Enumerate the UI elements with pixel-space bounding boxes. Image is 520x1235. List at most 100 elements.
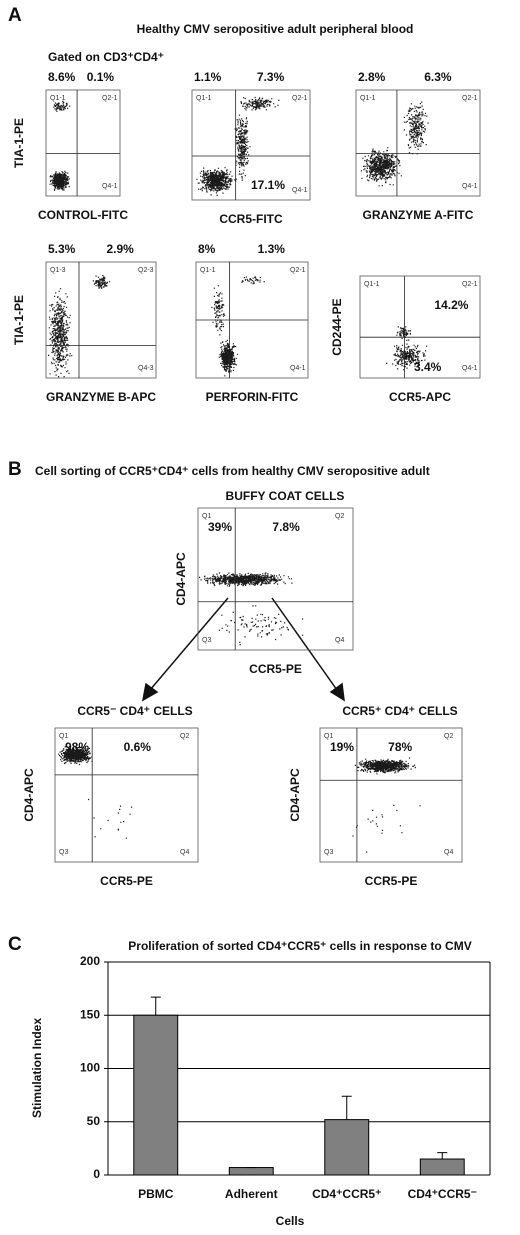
gate-label: Q1-3 — [50, 267, 66, 274]
quadrant-percentage: 8.6% — [48, 70, 76, 84]
y-axis-label: CD244-PE — [330, 298, 344, 355]
bar — [133, 1014, 179, 1176]
panel-label: A — [8, 5, 22, 26]
quadrant-percentage: 6.3% — [424, 70, 452, 84]
y-tick-label: 0 — [93, 1167, 100, 1181]
gate-label: Q4-3 — [138, 365, 154, 372]
gate-label: Q1-1 — [364, 281, 380, 288]
quadrant-percentage: 0.1% — [87, 70, 115, 84]
x-axis-label: PERFORIN-FITC — [206, 390, 299, 404]
x-axis-label: CCR5-PE — [100, 874, 153, 888]
event-dots — [49, 170, 70, 191]
panel-title: Cell sorting of CCR5⁺CD4⁺ cells from hea… — [35, 464, 430, 478]
gate-label: Q2-1 — [290, 267, 306, 274]
gate-label: Q1-1 — [200, 267, 216, 274]
gate-label: Q4-1 — [292, 187, 308, 194]
plot-title: BUFFY COAT CELLS — [226, 489, 345, 503]
quadrant-percentage: 14.2% — [434, 298, 468, 312]
gate-label: Q3 — [324, 849, 333, 856]
y-tick-label: 50 — [87, 1114, 101, 1128]
quadrant-percentage: 7.3% — [257, 70, 285, 84]
x-axis-label: GRANZYME A-FITC — [363, 208, 474, 222]
y-axis-label: CD4-APC — [174, 552, 188, 606]
event-dots — [354, 757, 416, 775]
plot-title: CCR5⁺ CD4⁺ CELLS — [342, 704, 457, 718]
error-bar — [150, 996, 161, 1016]
event-dots — [88, 798, 133, 839]
error-bar — [437, 1152, 448, 1160]
gate-label: Q4-1 — [462, 183, 478, 190]
event-dots — [241, 276, 265, 285]
event-dots — [58, 746, 93, 766]
quadrant-percentage: 78% — [388, 740, 412, 754]
x-axis-label: CCR5-APC — [389, 390, 451, 404]
x-tick-label: CD4⁺CCR5⁺ — [312, 1187, 381, 1201]
quadrant-percentage: 39% — [208, 520, 232, 534]
quadrant-percentage: 0.6% — [124, 740, 152, 754]
y-axis-label: CD4-APC — [288, 768, 302, 822]
event-dots — [196, 167, 237, 196]
y-tick-label: 200 — [80, 954, 100, 968]
gate-label: Q2-1 — [102, 95, 118, 102]
gate-label: Q3 — [59, 849, 68, 856]
event-dots — [92, 275, 111, 289]
y-axis-label: TIA-1-PE — [12, 118, 26, 168]
event-dots — [48, 288, 73, 378]
quadrant-percentage: 3.4% — [414, 360, 442, 374]
gate-label: Q2 — [444, 733, 453, 740]
gate-label: Q2-1 — [462, 95, 478, 102]
quadrant-percentage: 8% — [198, 242, 216, 256]
plot-frame — [54, 727, 199, 863]
x-axis-label: CCR5-PE — [365, 874, 418, 888]
y-axis-label: Stimulation Index — [30, 1018, 44, 1118]
quadrant-percentage: 1.3% — [258, 242, 286, 256]
panel-subtitle: Gated on CD3⁺CD4⁺ — [48, 50, 164, 64]
event-dots — [386, 343, 428, 371]
sort-arrows — [141, 597, 345, 702]
gate-label: Q2-1 — [462, 281, 478, 288]
plot-frame — [45, 89, 121, 197]
y-tick-label: 100 — [80, 1061, 100, 1075]
event-dots — [199, 572, 293, 587]
gate-label: Q4 — [180, 849, 189, 856]
gate-label: Q4-1 — [290, 365, 306, 372]
quadrant-percentage: 2.8% — [358, 70, 386, 84]
bar — [324, 1119, 370, 1176]
quadrant-percentage: 1.1% — [194, 70, 222, 84]
y-axis-label: CD4-APC — [22, 768, 36, 822]
quadrant-percentage: 5.3% — [48, 242, 76, 256]
event-dots — [218, 605, 304, 646]
event-dots — [360, 147, 402, 187]
quadrant-percentage: 17.1% — [251, 178, 285, 192]
x-axis-label: GRANZYME B-APC — [46, 390, 156, 404]
x-tick-label: PBMC — [138, 1187, 174, 1201]
gate-label: Q1 — [324, 733, 333, 740]
y-axis-label: TIA-1-PE — [12, 295, 26, 345]
panel-label: C — [8, 934, 22, 955]
panel-title: Healthy CMV seropositive adult periphera… — [137, 22, 414, 36]
event-dots — [396, 326, 412, 341]
event-dots — [218, 339, 239, 377]
gate-label: Q1-1 — [360, 95, 376, 102]
plot-frame — [359, 275, 481, 379]
plot-frame — [319, 727, 463, 863]
plot-frame — [45, 261, 157, 379]
quadrant-percentage: 2.9% — [107, 242, 135, 256]
event-dots — [53, 100, 71, 112]
gate-label: Q1-1 — [196, 95, 212, 102]
gate-label: Q4-1 — [102, 183, 118, 190]
bar — [228, 1167, 274, 1176]
event-dots — [234, 103, 251, 181]
gate-label: Q2 — [335, 513, 344, 520]
chart-title: Proliferation of sorted CD4⁺CCR5⁺ cells … — [128, 939, 471, 953]
quadrant-percentage: 19% — [330, 740, 354, 754]
x-axis-label: CONTROL-FITC — [38, 208, 128, 222]
event-dots — [240, 96, 280, 111]
gate-label: Q2-1 — [292, 95, 308, 102]
gate-label: Q1 — [59, 733, 68, 740]
gate-label: Q1-1 — [50, 95, 66, 102]
error-bar — [341, 1095, 352, 1120]
gate-label: Q4 — [444, 849, 453, 856]
plot-title: CCR5⁻ CD4⁺ CELLS — [77, 704, 192, 718]
quadrant-percentage: 7.8% — [272, 520, 300, 534]
